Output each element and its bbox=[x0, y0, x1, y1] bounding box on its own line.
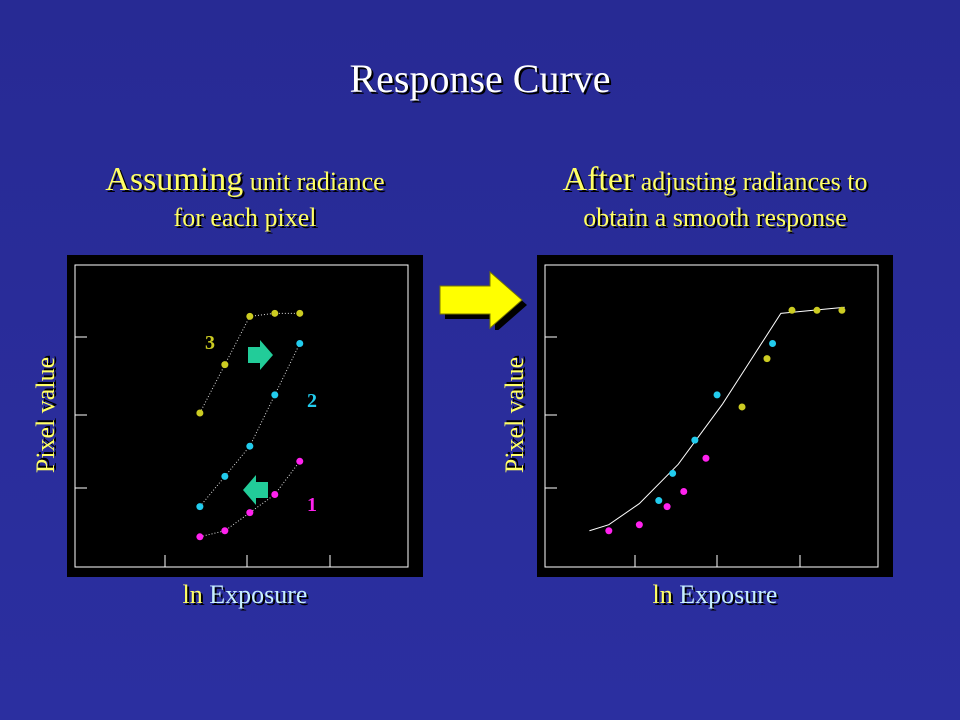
left-series-1-point bbox=[221, 527, 229, 535]
left-plot-svg: 1 2 3 bbox=[74, 264, 409, 568]
left-series-2-point bbox=[271, 391, 279, 399]
curve-label-2: 2 bbox=[307, 390, 317, 412]
left-x-axis-text: Exposure bbox=[202, 580, 308, 609]
left-x-axis-ln: ln bbox=[182, 580, 203, 609]
left-series-1-point bbox=[296, 457, 304, 465]
left-series-3-point bbox=[271, 309, 279, 317]
left-series-3-point bbox=[196, 409, 204, 417]
left-series-3-line bbox=[199, 312, 300, 414]
right-plot-svg bbox=[544, 264, 879, 568]
left-caption: Assuming unit radiance for each pixel bbox=[70, 162, 420, 236]
left-series-1-point bbox=[196, 533, 204, 541]
right-caption-emphasis: After bbox=[562, 161, 635, 198]
right-series-3-point bbox=[763, 355, 771, 363]
right-series-3-point bbox=[738, 403, 746, 411]
right-y-axis-label: Pixel value bbox=[500, 356, 529, 474]
left-series-1-line bbox=[199, 460, 301, 538]
left-series-2-point bbox=[246, 442, 254, 450]
left-plot-frame bbox=[74, 264, 409, 568]
left-series-2-point bbox=[196, 503, 204, 511]
right-series-1-point bbox=[702, 454, 710, 462]
right-caption-line2: obtain a smooth response bbox=[583, 203, 847, 232]
left-series-3-point bbox=[246, 312, 254, 320]
left-plot: 1 2 3 bbox=[67, 255, 423, 577]
curve-label-1: 1 bbox=[307, 494, 317, 516]
curve-label-3: 3 bbox=[205, 332, 215, 354]
left-series-1-point bbox=[246, 509, 254, 517]
right-series-3-point bbox=[788, 306, 796, 314]
left-caption-text: unit radiance bbox=[243, 167, 385, 196]
right-series-2-point bbox=[713, 391, 721, 399]
left-series-3-point bbox=[221, 361, 229, 369]
right-series-2-point bbox=[769, 340, 777, 348]
right-series-2-point bbox=[669, 469, 677, 477]
right-series-2-point bbox=[655, 497, 663, 505]
right-series-3-point bbox=[838, 306, 846, 314]
right-x-axis-label: ln Exposure bbox=[537, 580, 893, 610]
right-plot-frame bbox=[544, 264, 879, 568]
right-series-1-point bbox=[680, 488, 688, 495]
right-series-1-point bbox=[663, 503, 671, 511]
right-series-1-point bbox=[605, 527, 613, 535]
shift-left-arrow-icon bbox=[243, 475, 268, 505]
right-series-1-point bbox=[635, 521, 643, 529]
right-x-axis-text: Exposure bbox=[672, 580, 778, 609]
transition-arrow-icon bbox=[439, 270, 527, 330]
left-series-3-point bbox=[296, 309, 304, 317]
left-series-1-point bbox=[271, 491, 279, 499]
right-response-curve bbox=[589, 306, 845, 532]
right-plot bbox=[537, 255, 893, 577]
right-x-axis-ln: ln bbox=[652, 580, 673, 609]
left-caption-line2: for each pixel bbox=[173, 203, 317, 232]
right-caption: After adjusting radiances to obtain a sm… bbox=[515, 162, 915, 236]
right-caption-text: adjusting radiances to bbox=[634, 167, 868, 196]
left-series-2-point bbox=[221, 472, 229, 480]
left-y-axis-label: Pixel value bbox=[31, 356, 60, 474]
right-series-2-point bbox=[691, 436, 699, 444]
left-series-2-point bbox=[296, 340, 304, 348]
right-series-3-point bbox=[813, 306, 821, 314]
shift-right-arrow-icon bbox=[248, 340, 273, 370]
slide-title: Response Curve bbox=[349, 56, 611, 101]
left-caption-emphasis: Assuming bbox=[105, 161, 244, 198]
left-x-axis-label: ln Exposure bbox=[67, 580, 423, 610]
